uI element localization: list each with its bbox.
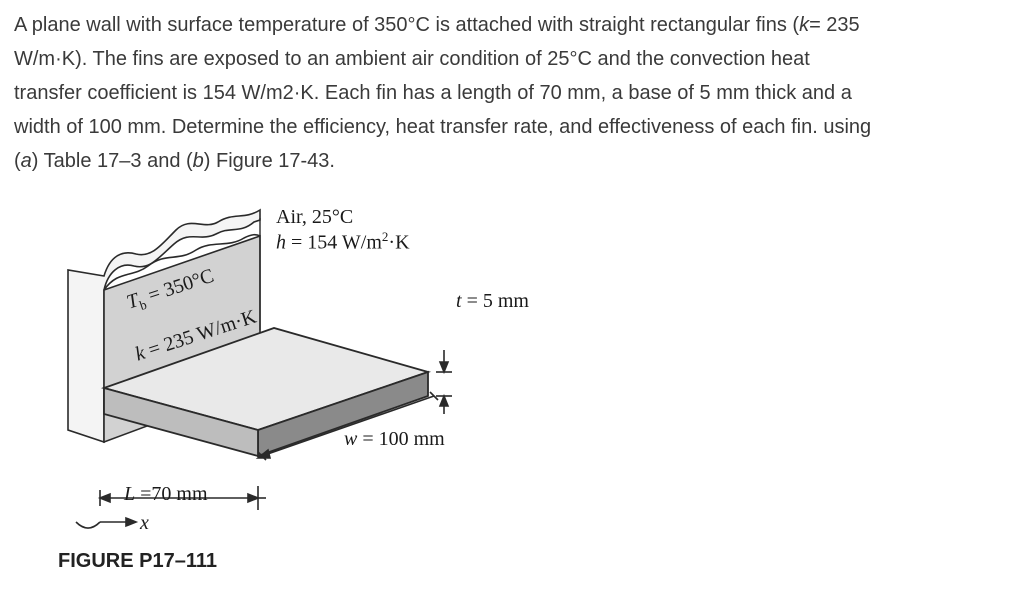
air-text: Air, 25°C <box>276 206 353 228</box>
figure: Air, 25°C h = 154 W/m2·K Tb = 350°C k = … <box>58 200 578 580</box>
x-var: x <box>140 512 149 534</box>
w-eq: = 100 mm <box>357 428 444 450</box>
l-label: L =70 mm <box>124 483 208 506</box>
w-label: w = 100 mm <box>344 428 445 451</box>
var-a: a <box>21 150 32 172</box>
dim-thickness <box>436 350 452 414</box>
figure-caption: FIGURE P17–111 <box>58 550 217 573</box>
text-line-5a: ( <box>14 150 21 172</box>
t-label: t = 5 mm <box>456 290 529 313</box>
text-line-5c: ) Figure 17-43. <box>204 150 335 172</box>
h-eq: = 154 W/m <box>286 232 382 254</box>
h-var: h <box>276 232 286 254</box>
text-line-3: transfer coefficient is 154 W/m2·K. Each… <box>14 82 852 104</box>
text-line-5b: ) Table 17–3 and ( <box>32 150 193 172</box>
x-label: x <box>140 512 149 535</box>
figure-svg <box>58 200 578 580</box>
t-eq: = 5 mm <box>462 290 529 312</box>
air-label: Air, 25°C h = 154 W/m2·K <box>276 206 410 255</box>
h-unit-post: ·K <box>388 232 409 254</box>
w-var: w <box>344 428 357 450</box>
text-line-1a: A plane wall with surface temperature of… <box>14 14 799 36</box>
text-line-2: W/m·K). The fins are exposed to an ambie… <box>14 48 810 70</box>
text-line-4: width of 100 mm. Determine the efficienc… <box>14 116 871 138</box>
var-b: b <box>193 150 204 172</box>
var-k: k <box>799 14 809 36</box>
text-line-1b: = 235 <box>809 14 860 36</box>
x-axis <box>76 518 136 528</box>
problem-statement: A plane wall with surface temperature of… <box>14 8 1010 178</box>
l-var: L <box>124 483 135 505</box>
l-eq: =70 mm <box>135 483 207 505</box>
